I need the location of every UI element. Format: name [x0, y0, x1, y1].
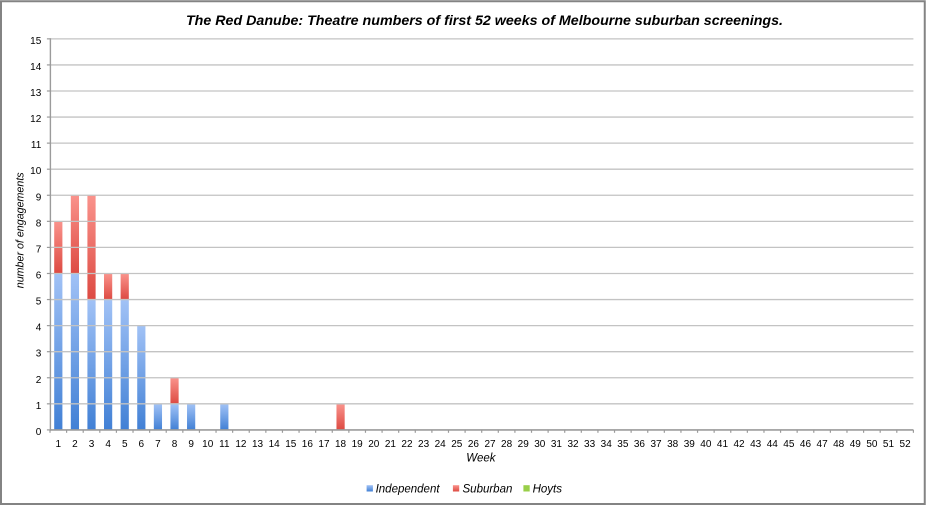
svg-text:number of engagements: number of engagements [15, 172, 27, 289]
svg-text:17: 17 [318, 439, 330, 450]
svg-text:5: 5 [122, 439, 128, 450]
svg-text:7: 7 [36, 244, 42, 255]
svg-text:37: 37 [650, 439, 662, 450]
svg-text:5: 5 [36, 297, 42, 308]
svg-text:Week: Week [466, 452, 496, 464]
svg-text:14: 14 [30, 62, 42, 73]
svg-text:11: 11 [31, 140, 42, 151]
svg-text:30: 30 [534, 439, 546, 450]
svg-text:52: 52 [900, 439, 912, 450]
svg-text:8: 8 [36, 218, 42, 229]
svg-text:7: 7 [155, 439, 161, 450]
svg-text:43: 43 [750, 439, 762, 450]
svg-text:Suburban: Suburban [463, 483, 513, 495]
svg-text:11: 11 [219, 439, 230, 450]
svg-text:21: 21 [385, 439, 397, 450]
svg-text:0: 0 [36, 427, 42, 438]
svg-text:15: 15 [285, 439, 297, 450]
svg-text:13: 13 [30, 88, 42, 99]
svg-text:Independent: Independent [376, 483, 441, 495]
svg-text:31: 31 [551, 439, 563, 450]
svg-text:9: 9 [188, 439, 194, 450]
svg-text:41: 41 [717, 439, 729, 450]
svg-text:49: 49 [850, 439, 862, 450]
svg-text:22: 22 [401, 439, 413, 450]
svg-text:25: 25 [451, 439, 463, 450]
svg-text:45: 45 [783, 439, 795, 450]
svg-text:38: 38 [667, 439, 679, 450]
svg-text:14: 14 [269, 439, 281, 450]
svg-text:12: 12 [235, 439, 247, 450]
svg-text:2: 2 [36, 375, 42, 386]
svg-text:20: 20 [368, 439, 380, 450]
svg-text:16: 16 [302, 439, 314, 450]
svg-text:8: 8 [172, 439, 178, 450]
svg-text:28: 28 [501, 439, 513, 450]
svg-text:4: 4 [36, 323, 42, 334]
svg-text:50: 50 [866, 439, 878, 450]
svg-text:35: 35 [617, 439, 629, 450]
svg-text:4: 4 [105, 439, 111, 450]
svg-text:15: 15 [30, 36, 42, 47]
svg-text:3: 3 [36, 349, 42, 360]
svg-text:23: 23 [418, 439, 430, 450]
svg-text:29: 29 [518, 439, 530, 450]
svg-text:42: 42 [733, 439, 745, 450]
svg-text:9: 9 [36, 192, 42, 203]
svg-text:34: 34 [601, 439, 613, 450]
svg-text:6: 6 [139, 439, 145, 450]
svg-text:24: 24 [435, 439, 447, 450]
svg-text:26: 26 [468, 439, 480, 450]
svg-text:46: 46 [800, 439, 812, 450]
svg-text:36: 36 [634, 439, 646, 450]
svg-text:44: 44 [767, 439, 779, 450]
svg-text:3: 3 [89, 439, 95, 450]
svg-text:1: 1 [36, 401, 42, 412]
svg-text:10: 10 [30, 166, 42, 177]
svg-text:33: 33 [584, 439, 596, 450]
svg-text:39: 39 [684, 439, 696, 450]
svg-text:47: 47 [817, 439, 829, 450]
svg-text:40: 40 [700, 439, 712, 450]
svg-text:48: 48 [833, 439, 845, 450]
svg-text:51: 51 [883, 439, 895, 450]
svg-text:32: 32 [567, 439, 579, 450]
svg-text:Hoyts: Hoyts [533, 483, 563, 495]
svg-text:18: 18 [335, 439, 347, 450]
svg-text:The Red Danube: Theatre number: The Red Danube: Theatre numbers of first… [186, 13, 783, 29]
svg-text:13: 13 [252, 439, 264, 450]
svg-text:2: 2 [72, 439, 78, 450]
svg-text:6: 6 [36, 270, 42, 281]
svg-text:1: 1 [56, 439, 62, 450]
svg-text:10: 10 [202, 439, 214, 450]
svg-text:27: 27 [484, 439, 496, 450]
svg-text:12: 12 [30, 114, 42, 125]
svg-text:19: 19 [352, 439, 364, 450]
